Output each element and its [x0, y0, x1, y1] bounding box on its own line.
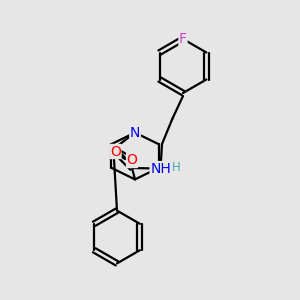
- Text: F: F: [179, 32, 187, 46]
- Text: H: H: [172, 160, 181, 174]
- Text: O: O: [127, 154, 137, 167]
- Text: O: O: [110, 145, 121, 158]
- Text: NH: NH: [150, 162, 171, 176]
- Text: N: N: [130, 126, 140, 140]
